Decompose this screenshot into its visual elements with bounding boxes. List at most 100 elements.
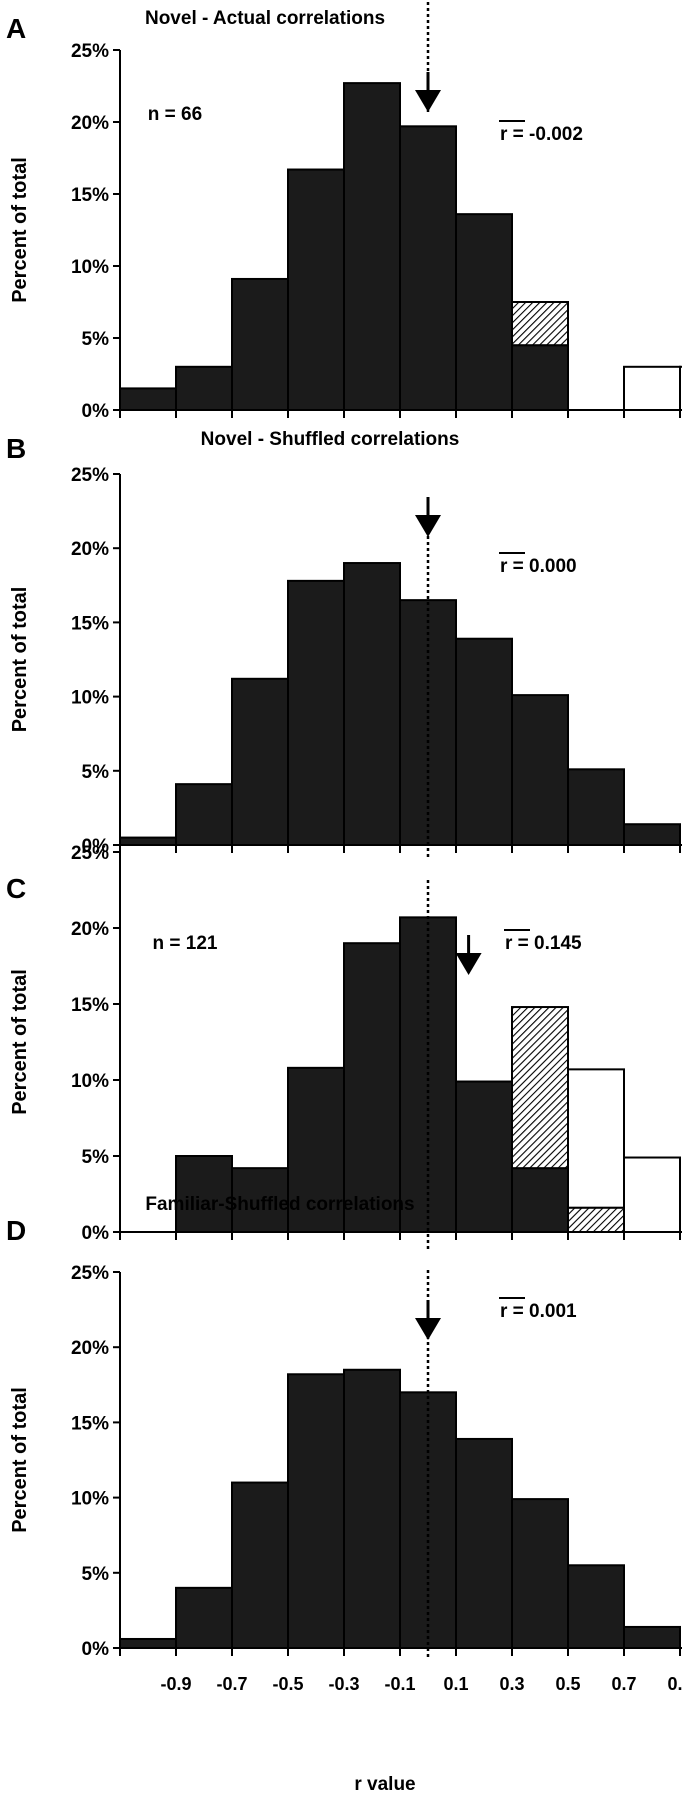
x-tick-label: -0.9: [160, 1674, 191, 1694]
histogram-bar: [511, 1006, 569, 1170]
y-axis-label: Percent of total: [9, 587, 31, 733]
histogram-bar: [399, 125, 457, 411]
y-tick-label: 15%: [71, 1413, 109, 1434]
histogram-bar: [287, 579, 345, 847]
y-tick-label: 10%: [71, 688, 109, 709]
mean-arrow-icon: [415, 515, 441, 537]
y-tick-label: 20%: [71, 919, 109, 940]
y-tick-label: 5%: [82, 329, 110, 350]
histogram-bar: [287, 168, 345, 411]
histogram-bar: [623, 1625, 681, 1649]
y-tick-label: 25%: [71, 41, 109, 62]
panel-letter: A: [6, 13, 26, 44]
x-axis-label: r value: [354, 1774, 415, 1795]
x-tick-label: -0.5: [272, 1674, 303, 1694]
y-tick-label: 10%: [71, 1489, 109, 1510]
histogram-bar: [511, 344, 569, 412]
histogram-bar: [511, 301, 569, 347]
y-tick-label: 15%: [71, 613, 109, 634]
mean-r-label: r = 0.000: [500, 556, 577, 577]
panel-a: A Novel - Actual correlations Percent of t…: [6, 2, 682, 422]
y-axis-label: Percent of total: [9, 969, 31, 1115]
mean-arrow-icon: [415, 90, 441, 112]
y-tick-label: 25%: [71, 843, 109, 864]
panel-c: C Percent of total 0% 5% 10% 15% 20% 25% n = 121…: [6, 843, 682, 1252]
histogram-bar: [455, 1437, 513, 1649]
x-tick-label: 0.7: [611, 1674, 636, 1694]
histogram-bar: [511, 1167, 569, 1234]
histogram-bar: [287, 1066, 345, 1233]
panel-letter: B: [6, 433, 26, 464]
y-tick-label: 20%: [71, 113, 109, 134]
x-tick-label: 0.9: [667, 1674, 682, 1694]
histogram-bar: [567, 1206, 625, 1234]
y-tick-label: 10%: [71, 257, 109, 278]
histogram-bar: [175, 1155, 233, 1233]
y-tick-label: 25%: [71, 1263, 109, 1284]
panel-letter: D: [6, 1215, 26, 1246]
y-tick-label: 5%: [82, 762, 110, 783]
histogram-bar: [119, 1637, 177, 1649]
histogram-bar: [455, 1080, 513, 1234]
panel-title: Novel - Shuffled correlations: [201, 429, 460, 450]
panel-title: Familiar-Shuffled correlations: [145, 1194, 414, 1215]
x-tick-label: 0.3: [499, 1674, 524, 1694]
histogram-bar: [343, 942, 401, 1233]
histogram-bar: [231, 1481, 289, 1650]
y-axis-label: Percent of total: [9, 1387, 31, 1533]
histogram-bar: [399, 1391, 457, 1649]
mean-arrow-icon: [455, 953, 482, 975]
n-label: n = 121: [153, 933, 218, 954]
histogram-bar: [231, 277, 289, 411]
histogram-bar: [511, 1498, 569, 1649]
histogram-bar: [567, 768, 625, 846]
mean-r-label: r = -0.002: [500, 124, 583, 145]
histogram-bar: [175, 783, 233, 847]
histogram-bar: [343, 82, 401, 412]
histogram-bar: [455, 213, 513, 411]
histogram-bar: [119, 387, 177, 411]
histogram-bar: [287, 1373, 345, 1649]
y-tick-label: 5%: [82, 1564, 110, 1585]
y-tick-label: 25%: [71, 465, 109, 486]
y-tick-label: 10%: [71, 1071, 109, 1092]
x-tick-label: 0.1: [443, 1674, 468, 1694]
panel-letter: C: [6, 873, 26, 904]
y-tick-label: 20%: [71, 539, 109, 560]
histogram-bar: [175, 365, 233, 411]
y-tick-label: 0%: [82, 836, 110, 857]
x-tick-label: 0.5: [555, 1674, 580, 1694]
histogram-bar: [679, 365, 682, 411]
n-label: n = 66: [148, 104, 202, 125]
histogram-bar: [455, 637, 513, 846]
mean-arrow-icon: [415, 1318, 441, 1340]
histogram-bar: [343, 562, 401, 846]
histogram-bar: [567, 1068, 625, 1209]
panel-d: D Familiar-Shuffled correlations Percent o…: [6, 1194, 682, 1660]
y-tick-label: 0%: [82, 401, 110, 422]
histogram-bar: [623, 365, 681, 411]
histogram-bar: [231, 677, 289, 846]
y-axis-label: Percent of total: [9, 157, 31, 303]
histogram-bar: [511, 694, 569, 847]
y-tick-label: 20%: [71, 1338, 109, 1359]
x-tick-label: -0.3: [328, 1674, 359, 1694]
x-tick-label: -0.7: [216, 1674, 247, 1694]
y-tick-label: 0%: [82, 1223, 110, 1244]
mean-r-label: r = 0.001: [500, 1301, 577, 1322]
panel-b: B Novel - Shuffled correlations Percent of…: [6, 429, 682, 860]
x-tick-label: -0.1: [384, 1674, 415, 1694]
y-tick-label: 5%: [82, 1147, 110, 1168]
histogram-bar: [119, 836, 177, 847]
histogram-bar: [343, 1368, 401, 1649]
mean-r-label: r = 0.145: [505, 933, 582, 954]
y-tick-label: 15%: [71, 995, 109, 1016]
histogram-bar: [623, 823, 681, 846]
histogram-bar: [175, 1586, 233, 1649]
histogram-bar: [231, 1167, 289, 1234]
y-tick-label: 15%: [71, 185, 109, 206]
histogram-bar: [623, 1156, 681, 1234]
y-tick-label: 0%: [82, 1639, 110, 1660]
panel-title: Novel - Actual correlations: [145, 8, 385, 29]
